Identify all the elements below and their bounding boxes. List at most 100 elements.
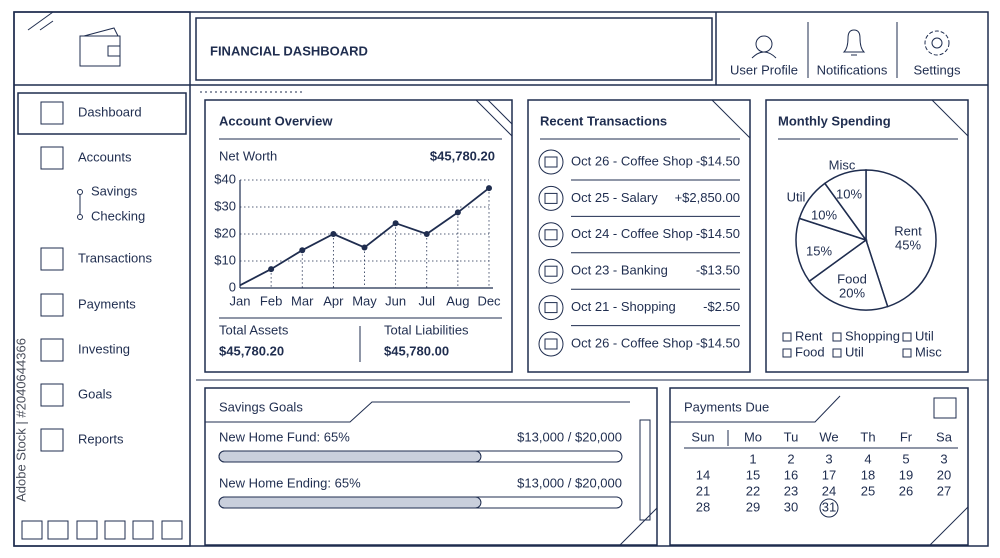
panel — [204, 387, 658, 546]
weekday: Mo — [744, 429, 762, 444]
bullet — [77, 189, 83, 195]
legend-box — [782, 348, 792, 358]
header-action[interactable]: Notifications — [817, 62, 888, 77]
legend-entry: Util — [915, 328, 934, 343]
slice-value: 20% — [839, 285, 865, 300]
title-tab — [670, 395, 841, 423]
nav-subitem[interactable]: Savings — [91, 183, 138, 198]
goal-label: New Home Fund: 65% — [219, 429, 350, 444]
header-action[interactable]: Settings — [914, 62, 961, 77]
calendar-day: 17 — [822, 467, 836, 482]
calendar-day: 1 — [749, 451, 756, 466]
x-tick-label: Jun — [385, 293, 406, 308]
slice-label: Rent — [894, 223, 922, 238]
day-highlight — [819, 498, 839, 518]
title-box — [195, 17, 713, 81]
calendar-day: 4 — [864, 451, 871, 466]
x-tick-label: Apr — [323, 293, 344, 308]
y-tick-label: $40 — [214, 171, 236, 186]
transaction-amount: -$2.50 — [703, 299, 740, 314]
panel — [204, 99, 513, 373]
nav-item[interactable]: Investing — [78, 341, 130, 356]
transaction-icon — [538, 149, 564, 175]
x-tick-label: Aug — [446, 293, 469, 308]
transaction-amount: -$14.50 — [696, 335, 740, 350]
thumb — [21, 520, 43, 540]
transaction-icon — [544, 265, 558, 277]
panel-title: Monthly Spending — [778, 113, 891, 128]
y-tick-label: 0 — [229, 279, 236, 294]
transaction-amount: -$14.50 — [696, 153, 740, 168]
transaction-icon — [538, 295, 564, 321]
value: $45,780.00 — [384, 343, 449, 358]
slice-value: 10% — [836, 186, 862, 201]
calendar-icon — [933, 397, 957, 419]
panel-title: Account Overview — [219, 113, 333, 128]
nav-item[interactable]: Goals — [78, 386, 112, 401]
calendar-day: 14 — [696, 467, 710, 482]
title-tab — [205, 401, 630, 423]
x-tick-label: Jul — [418, 293, 435, 308]
progress-bar — [218, 450, 482, 463]
nav-icon — [40, 338, 64, 362]
user-icon — [751, 35, 777, 59]
nav-subitem[interactable]: Checking — [91, 208, 145, 223]
calendar-day: 21 — [696, 483, 710, 498]
nav-item[interactable]: Payments — [78, 296, 136, 311]
thumb — [47, 520, 69, 540]
nav-item[interactable]: Accounts — [78, 149, 132, 164]
thumb — [132, 520, 154, 540]
transaction-icon — [544, 156, 558, 168]
calendar-day: 28 — [696, 499, 710, 514]
nav-item[interactable]: Reports — [78, 431, 124, 446]
calendar-day: 23 — [784, 483, 798, 498]
watermark: Adobe Stock | #2040644366 — [13, 338, 28, 502]
weekday: Sun — [691, 429, 714, 444]
value: $45,780.20 — [219, 343, 284, 358]
calendar-day: 24 — [822, 483, 836, 498]
legend-entry: Shopping — [845, 328, 900, 343]
gear-icon — [931, 37, 943, 49]
calendar-day: 5 — [902, 451, 909, 466]
transaction-amount: -$14.50 — [696, 226, 740, 241]
legend-entry: Util — [845, 344, 864, 359]
calendar-day: 2 — [787, 451, 794, 466]
panel-title: Recent Transactions — [540, 113, 667, 128]
wallet-icon — [79, 27, 121, 67]
transaction-desc: Oct 24 - Coffee Shop — [571, 226, 693, 241]
point — [486, 185, 492, 192]
point — [299, 247, 306, 254]
legend-box — [902, 332, 912, 342]
panel-title: Savings Goals — [219, 399, 303, 414]
nav-item[interactable]: Dashboard — [78, 104, 142, 119]
calendar-day: 18 — [861, 467, 875, 482]
nav-item[interactable]: Transactions — [78, 250, 152, 265]
goal-amount: $13,000 / $20,000 — [517, 429, 622, 444]
legend-box — [782, 332, 792, 342]
scrollbar — [639, 419, 651, 521]
panel — [669, 387, 969, 546]
x-tick-label: Feb — [260, 293, 282, 308]
slice-value: 10% — [811, 207, 837, 222]
header-action[interactable]: User Profile — [730, 62, 798, 77]
gear-icon — [924, 30, 950, 56]
transaction-desc: Oct 26 - Coffee Shop — [571, 153, 693, 168]
slice-label: Util — [787, 189, 806, 204]
calendar-day: 15 — [746, 467, 760, 482]
transaction-desc: Oct 25 - Salary — [571, 190, 658, 205]
pie-slice — [795, 217, 868, 283]
calendar-day: 31 — [822, 499, 836, 514]
calendar-day: 22 — [746, 483, 760, 498]
pie-slice — [808, 238, 889, 311]
slice-label: Food — [837, 271, 867, 286]
calendar-day: 30 — [784, 499, 798, 514]
nav-icon — [40, 101, 64, 125]
value: $45,780.20 — [430, 148, 495, 163]
weekday: We — [819, 429, 838, 444]
point — [361, 244, 368, 251]
weekday: Th — [860, 429, 875, 444]
x-tick-label: Dec — [477, 293, 501, 308]
slice-value: 15% — [806, 243, 832, 258]
